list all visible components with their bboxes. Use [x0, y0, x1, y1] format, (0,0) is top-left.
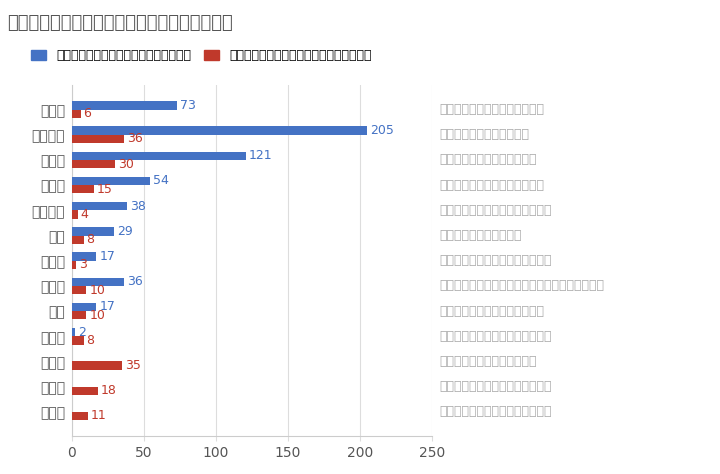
Text: 73: 73 — [180, 99, 196, 112]
Bar — [72, 202, 127, 210]
Text: 北区パートナーシップ宣誓制度: 北区パートナーシップ宣誓制度 — [439, 305, 544, 318]
Bar — [72, 278, 124, 286]
Text: 17: 17 — [99, 301, 115, 313]
Bar — [72, 311, 86, 319]
Bar — [72, 135, 124, 143]
Text: 10: 10 — [89, 283, 105, 297]
Text: 8: 8 — [86, 233, 94, 246]
Text: 同性パートナー関係申出書受領証: 同性パートナー関係申出書受領証 — [439, 204, 552, 217]
Bar — [72, 152, 246, 160]
Bar — [72, 127, 367, 135]
Bar — [72, 177, 150, 185]
Text: 205: 205 — [370, 124, 394, 137]
Text: 18: 18 — [101, 384, 117, 397]
Bar — [72, 227, 114, 236]
Text: 渋谷区パートナーシップ証明書: 渋谷区パートナーシップ証明書 — [439, 103, 544, 116]
Text: 6: 6 — [84, 107, 91, 120]
Text: 36: 36 — [127, 132, 143, 146]
Bar — [72, 210, 78, 219]
Bar — [72, 109, 81, 118]
Bar — [72, 185, 94, 193]
Bar — [72, 160, 115, 168]
Text: 板橋区パートナーシップ宣誓制度: 板橋区パートナーシップ宣誓制度 — [439, 405, 552, 419]
Text: 54: 54 — [153, 174, 168, 188]
Text: みなとマリアージュ制度: みなとマリアージュ制度 — [439, 229, 522, 242]
Bar — [72, 101, 177, 109]
Text: 2: 2 — [78, 326, 86, 338]
Text: 中野区パートナーシップ宣誓: 中野区パートナーシップ宣誓 — [439, 154, 536, 166]
Text: 同性パートナーシップ宣誓: 同性パートナーシップ宣誓 — [439, 128, 529, 141]
Bar — [72, 286, 86, 294]
Text: 杉並区パートナーシップ制度: 杉並区パートナーシップ制度 — [439, 355, 536, 368]
Bar — [72, 303, 96, 311]
Bar — [72, 328, 75, 336]
Legend: 東京都パートナーシップ宣誓制度導入前, 東京都パートナーシップ宣誓制度導入以降: 東京都パートナーシップ宣誓制度導入前, 東京都パートナーシップ宣誓制度導入以降 — [32, 49, 372, 63]
Text: 38: 38 — [130, 200, 145, 213]
Text: 15: 15 — [96, 183, 112, 196]
Text: 4: 4 — [81, 208, 89, 221]
Text: 17: 17 — [99, 250, 115, 263]
Text: 29: 29 — [117, 225, 132, 238]
Text: 3: 3 — [79, 258, 87, 271]
Text: 墨田区パートナーシップ宣誓制度: 墨田区パートナーシップ宣誓制度 — [439, 380, 552, 393]
Bar — [72, 362, 122, 370]
Text: 荒川区同性パートナーシップ制度: 荒川区同性パートナーシップ制度 — [439, 330, 552, 343]
Bar — [72, 387, 98, 395]
Bar — [72, 261, 76, 269]
Text: 35: 35 — [125, 359, 141, 372]
Text: 11: 11 — [91, 410, 107, 422]
Bar — [72, 412, 88, 420]
Text: 30: 30 — [118, 158, 134, 171]
Bar — [72, 252, 96, 261]
Text: 足立区パートナーシップ・ファミリーシップ制度: 足立区パートナーシップ・ファミリーシップ制度 — [439, 279, 604, 292]
Text: 【各自治体】都の制度導入前後の利用組数比較: 【各自治体】都の制度導入前後の利用組数比較 — [7, 14, 233, 32]
Text: 8: 8 — [86, 334, 94, 347]
Text: 121: 121 — [249, 149, 273, 162]
Text: 文京区パートナーシップ宣誓制度: 文京区パートナーシップ宣誓制度 — [439, 254, 552, 267]
Bar — [72, 236, 84, 244]
Bar — [72, 336, 84, 345]
Text: 豊島区のパートナーシップ制度: 豊島区のパートナーシップ制度 — [439, 179, 544, 191]
Text: 10: 10 — [89, 309, 105, 322]
Text: 36: 36 — [127, 275, 143, 288]
